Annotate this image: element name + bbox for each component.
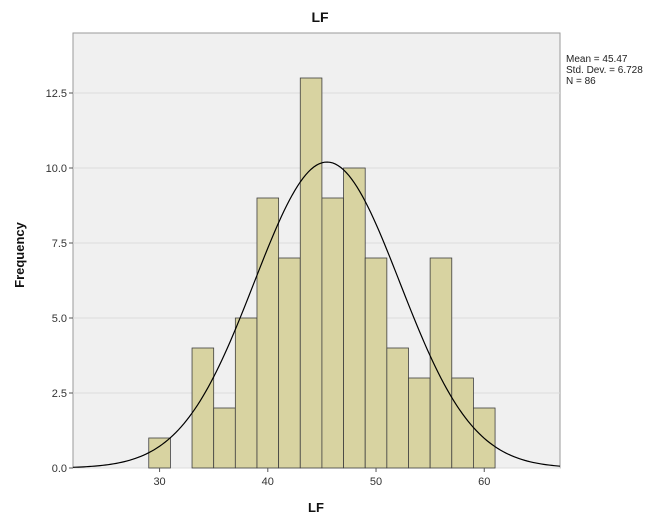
histogram-bar <box>321 197 344 469</box>
x-axis-label: LF <box>308 500 324 515</box>
histogram-bar <box>256 197 280 469</box>
axes-group: 0.0 2.5 5.0 7.5 10.0 12.5 30 40 50 60 <box>46 88 491 488</box>
histogram-bar <box>299 77 323 469</box>
y-axis-label: Frequency <box>12 221 27 288</box>
x-tick-label: 30 <box>153 476 165 488</box>
y-tick-label: 10.0 <box>46 163 67 175</box>
chart-title: LF <box>311 9 329 25</box>
normal-curve <box>72 161 561 468</box>
histogram-bar <box>234 317 258 469</box>
x-tick-label: 50 <box>370 476 382 488</box>
stat-mean: Mean = 45.47 <box>566 54 628 65</box>
y-tick-label: 2.5 <box>52 388 67 400</box>
histogram-bar <box>213 407 236 469</box>
x-tick-label: 40 <box>262 476 274 488</box>
stat-n: N = 86 <box>566 76 596 87</box>
y-tick-label: 7.5 <box>52 238 67 250</box>
stat-std-dev: Std. Dev. = 6.728 <box>566 65 643 76</box>
histogram-bar <box>408 377 431 469</box>
histogram-bar <box>278 257 301 469</box>
y-tick-label: 0.0 <box>52 463 67 475</box>
x-tick-label: 60 <box>478 476 490 488</box>
histogram-bar <box>148 437 171 469</box>
stats-legend: Mean = 45.47 Std. Dev. = 6.728 N = 86 <box>566 54 643 87</box>
y-tick-label: 12.5 <box>46 88 67 100</box>
y-tick-label: 5.0 <box>52 313 67 325</box>
histogram-bar <box>429 257 453 469</box>
histogram-bar <box>386 347 409 469</box>
histogram-bar <box>364 257 388 469</box>
histogram-bar <box>343 167 366 469</box>
